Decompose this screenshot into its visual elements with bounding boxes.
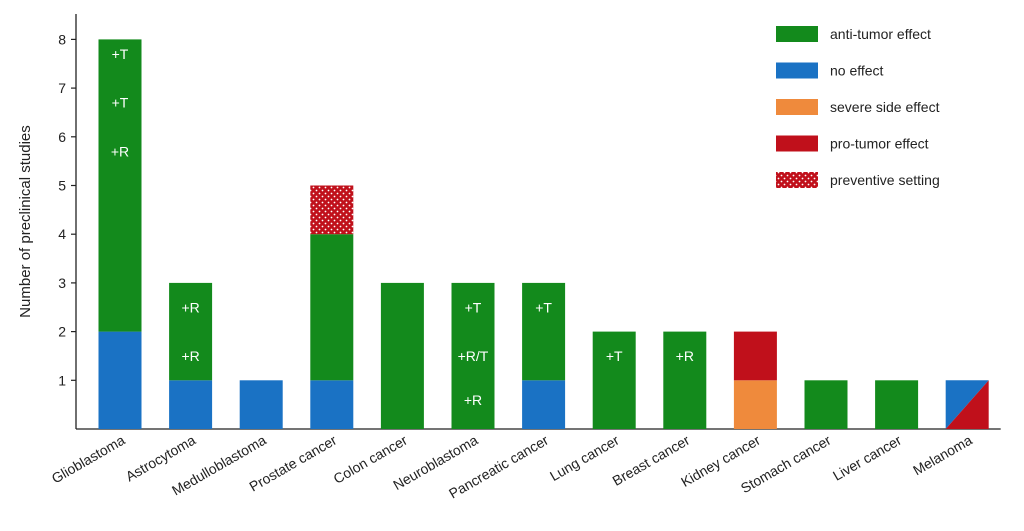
bar-segment-none [310, 380, 354, 429]
bar-segment-none [98, 331, 142, 429]
bar-segment-pro [733, 331, 777, 381]
y-tick-label: 5 [58, 178, 66, 194]
y-tick-label: 1 [58, 372, 66, 388]
bar-annotation: +T [112, 46, 129, 62]
bar-segment-anti [451, 282, 495, 429]
legend-swatch-severe [776, 99, 818, 115]
legend-swatch-prev [776, 172, 818, 188]
bar-segment-anti [380, 282, 424, 429]
bar-segment-anti [663, 331, 707, 429]
bar-segment-anti [804, 380, 848, 429]
x-tick-label: Liver cancer [830, 432, 904, 484]
bar-segment-none [522, 380, 566, 429]
bar-segment-severe [733, 380, 777, 429]
bar-segment-anti [98, 39, 142, 332]
legend-swatch-anti [776, 26, 818, 42]
legend-label-none: no effect [830, 63, 884, 79]
legend: anti-tumor effect no effect severe side ef… [776, 26, 940, 188]
x-axis-labels: GlioblastomaAstrocytomaMedulloblastomaPr… [49, 432, 975, 502]
bar-segment-none [239, 380, 283, 429]
bar-segment-prev [310, 185, 354, 235]
bar-segment-anti [875, 380, 919, 429]
bar-annotation: +T [606, 348, 623, 364]
bar-segment-none [169, 380, 213, 429]
bar-annotation: +T [465, 299, 482, 315]
bar-annotation: +R [464, 392, 482, 408]
bar-annotation: +T [535, 299, 552, 315]
legend-label-anti: anti-tumor effect [830, 26, 931, 42]
y-tick-label: 7 [58, 80, 66, 96]
x-tick-label: Melanoma [910, 432, 975, 479]
legend-label-severe: severe side effect [830, 99, 940, 115]
y-tick-label: 6 [58, 129, 66, 145]
legend-swatch-none [776, 62, 818, 79]
y-tick-label: 8 [58, 31, 66, 47]
y-tick-label: 4 [58, 226, 66, 242]
y-tick-label: 3 [58, 275, 66, 291]
bar-annotation: +R [181, 348, 199, 364]
legend-label-prev: preventive setting [830, 172, 940, 188]
bar-annotation: +R [111, 143, 129, 159]
x-tick-label: Glioblastoma [49, 432, 128, 487]
y-axis-title: Number of preclinical studies [17, 125, 34, 318]
bar-annotations: +T +T +R +R +R +T +R/T +R +T +T +R [111, 46, 694, 408]
bar-segment-anti [169, 282, 213, 381]
bars [98, 39, 989, 429]
bar-segment-anti [310, 234, 354, 381]
bar-segment-pro [945, 380, 989, 429]
bar-annotation: +R/T [458, 348, 489, 364]
axes: 1 2 3 4 5 6 7 8 Number of preclinical studies [17, 14, 1001, 430]
legend-label-pro: pro-tumor effect [830, 136, 929, 152]
legend-swatch-pro [776, 135, 818, 152]
y-tick-label: 2 [58, 324, 66, 340]
bar-annotation: +R [676, 348, 694, 364]
bar-segment-anti [522, 282, 566, 381]
bar-segment-anti [592, 331, 636, 429]
bar-annotation: +T [112, 95, 129, 111]
bar-annotation: +R [181, 299, 199, 315]
